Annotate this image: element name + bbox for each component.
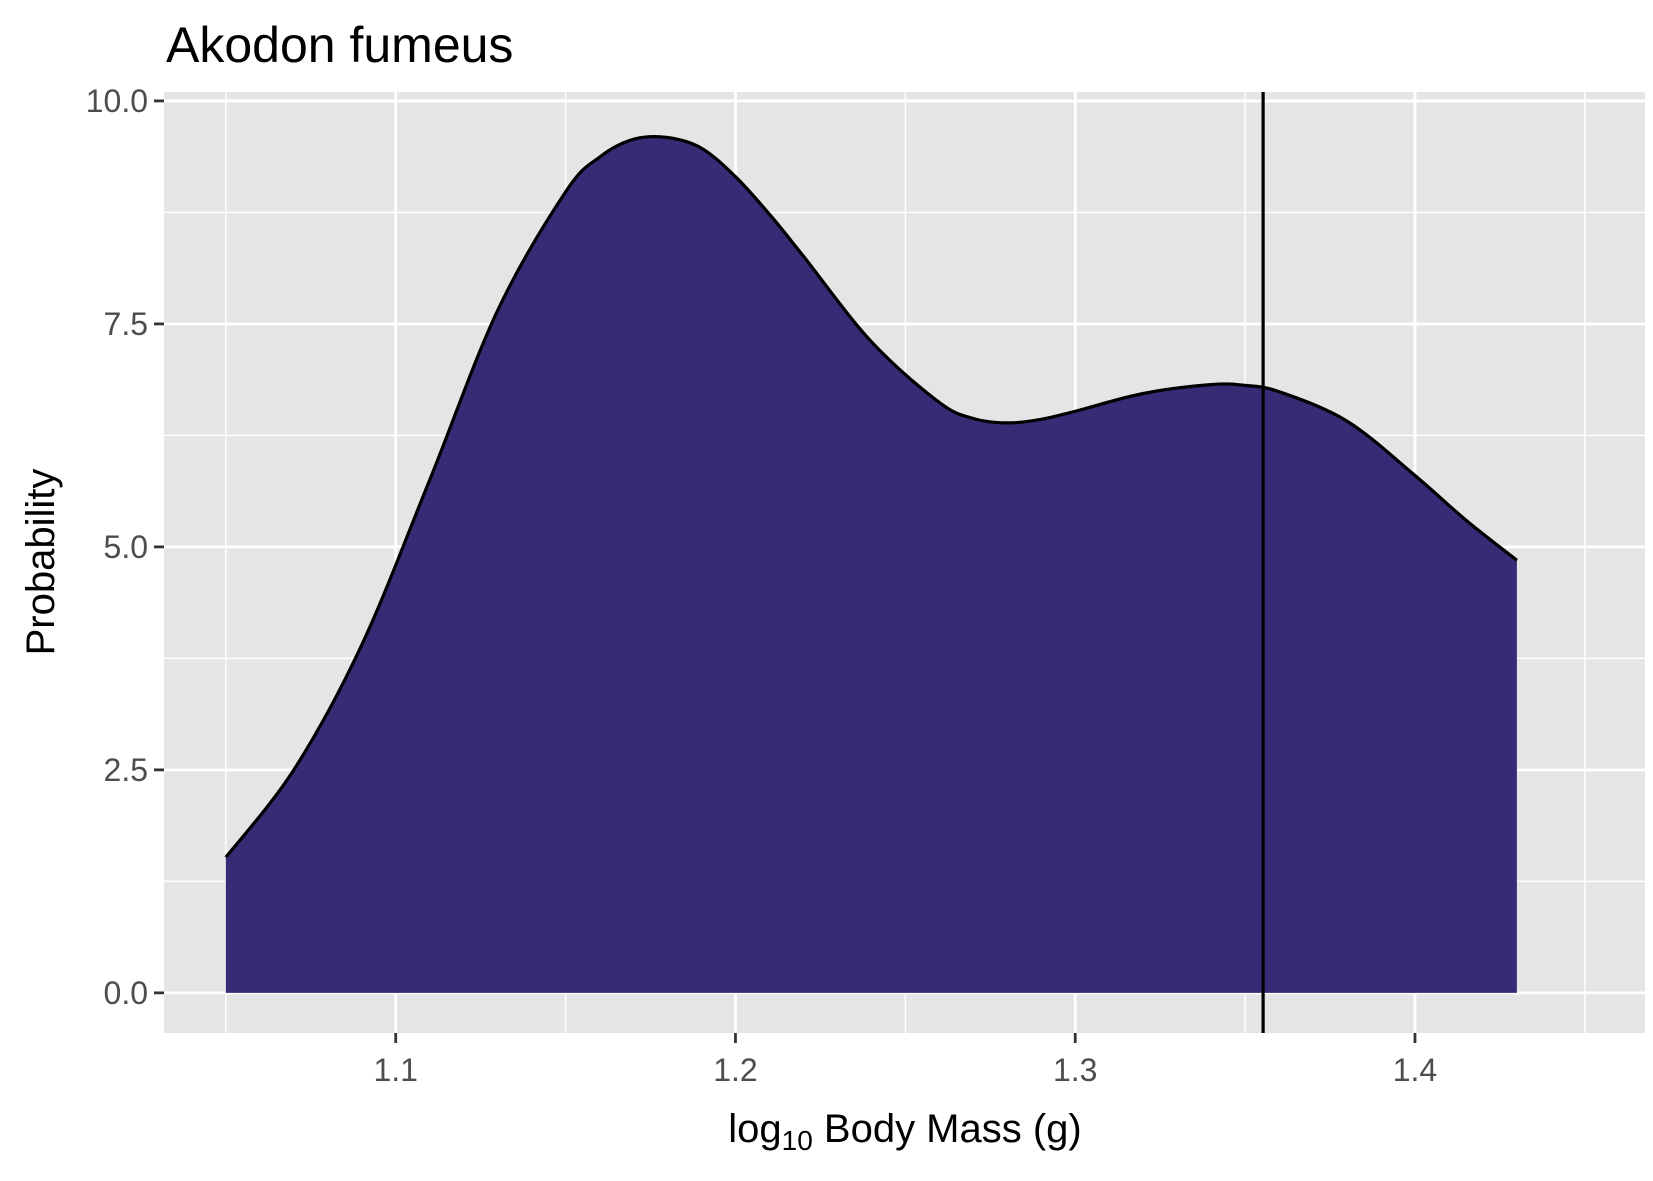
x-tick-label: 1.1 xyxy=(373,1052,417,1088)
chart-title: Akodon fumeus xyxy=(166,17,513,73)
x-tick-label: 1.4 xyxy=(1393,1052,1437,1088)
y-tick-label: 10.0 xyxy=(86,83,148,119)
y-axis: 0.0 2.5 5.0 7.5 10.0 xyxy=(86,83,164,1011)
x-axis: 1.1 1.2 1.3 1.4 xyxy=(373,1033,1437,1088)
y-axis-title: Probability xyxy=(19,469,63,656)
x-axis-title-suffix: Body Mass (g) xyxy=(813,1107,1082,1151)
x-tick-label: 1.2 xyxy=(713,1052,757,1088)
x-axis-title: log10 Body Mass (g) xyxy=(728,1107,1082,1156)
y-tick-label: 7.5 xyxy=(104,306,148,342)
x-axis-title-prefix: log xyxy=(728,1107,781,1151)
y-tick-label: 5.0 xyxy=(104,529,148,565)
density-area xyxy=(225,136,1517,993)
x-tick-label: 1.3 xyxy=(1053,1052,1097,1088)
y-tick-label: 2.5 xyxy=(104,752,148,788)
x-axis-title-subscript: 10 xyxy=(782,1125,813,1156)
y-tick-label: 0.0 xyxy=(104,975,148,1011)
